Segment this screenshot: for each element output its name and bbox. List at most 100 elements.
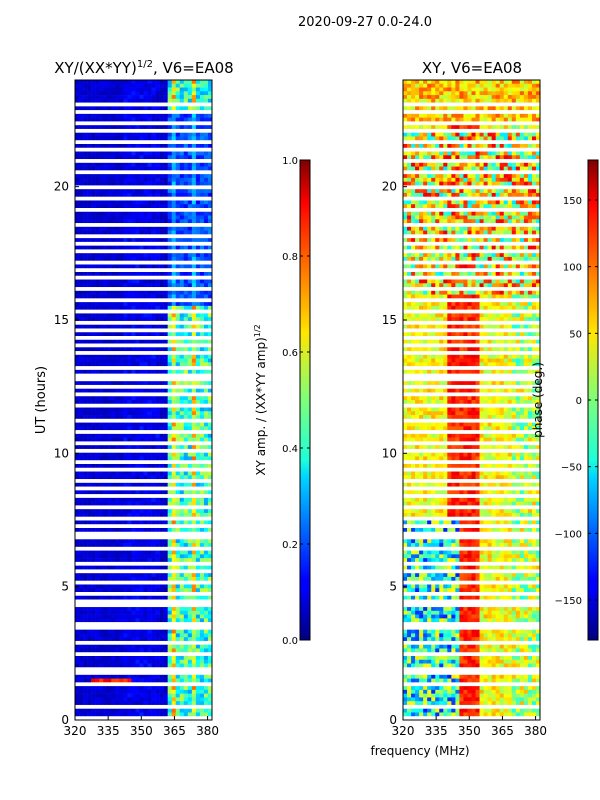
heatmap-cell xyxy=(147,505,152,510)
heatmap-cell xyxy=(99,362,104,367)
heatmap-cell xyxy=(87,230,92,235)
heatmap-cell xyxy=(123,110,128,115)
heatmap-cell xyxy=(179,339,185,344)
heatmap-cell xyxy=(167,339,173,344)
heatmap-cell xyxy=(199,388,205,393)
heatmap-cell xyxy=(147,110,152,115)
heatmap-cell xyxy=(187,102,193,107)
heatmap-cell xyxy=(207,279,213,284)
heatmap-cell xyxy=(111,185,116,190)
heatmap-cell xyxy=(167,87,173,92)
heatmap-cell xyxy=(139,433,144,438)
heatmap-cell xyxy=(139,144,144,149)
heatmap-cell xyxy=(83,287,88,292)
heatmap-cell xyxy=(127,354,132,359)
heatmap-cell xyxy=(111,384,116,389)
heatmap-cell xyxy=(203,388,209,393)
heatmap-cell xyxy=(159,113,164,118)
heatmap-cell xyxy=(107,558,112,563)
heatmap-cell xyxy=(111,159,116,164)
heatmap-cell xyxy=(199,204,205,209)
heatmap-cell xyxy=(127,147,132,152)
heatmap-cell xyxy=(83,83,88,88)
heatmap-cell xyxy=(95,287,100,292)
heatmap-cell xyxy=(99,509,104,514)
heatmap-cell xyxy=(107,83,112,88)
heatmap-cell xyxy=(87,95,92,100)
heatmap-cell xyxy=(119,565,124,570)
heatmap-cell xyxy=(207,580,213,585)
heatmap-cell xyxy=(139,95,144,100)
heatmap-cell xyxy=(203,181,209,186)
heatmap-cell xyxy=(99,576,104,581)
heatmap-cell xyxy=(171,512,177,517)
heatmap-cell xyxy=(79,584,84,589)
heatmap-cell xyxy=(147,614,152,619)
heatmap-cell xyxy=(119,287,124,292)
heatmap-cell xyxy=(87,283,92,288)
heatmap-cell xyxy=(91,622,96,627)
heatmap-cell xyxy=(83,554,88,559)
heatmap-cell xyxy=(111,238,116,243)
heatmap-cell xyxy=(135,445,140,450)
heatmap-cell xyxy=(171,381,177,386)
heatmap-cell xyxy=(127,448,132,453)
heatmap-cell xyxy=(75,528,80,533)
heatmap-cell xyxy=(135,505,140,510)
heatmap-cell xyxy=(99,445,104,450)
heatmap-cell xyxy=(111,554,116,559)
heatmap-cell xyxy=(107,147,112,152)
heatmap-cell xyxy=(75,539,80,544)
heatmap-cell xyxy=(83,264,88,269)
heatmap-cell xyxy=(183,238,189,243)
heatmap-cell xyxy=(103,366,108,371)
heatmap-cell xyxy=(191,95,197,100)
heatmap-cell xyxy=(195,260,201,265)
heatmap-cell xyxy=(163,177,168,182)
heatmap-cell xyxy=(107,471,112,476)
heatmap-cell xyxy=(131,177,136,182)
heatmap-cell xyxy=(199,595,205,600)
heatmap-cell xyxy=(175,339,181,344)
heatmap-cell xyxy=(175,358,181,363)
heatmap-cell xyxy=(179,384,185,389)
heatmap-cell xyxy=(107,595,112,600)
heatmap-cell xyxy=(187,430,193,435)
heatmap-cell xyxy=(147,136,152,141)
heatmap-cell xyxy=(83,373,88,378)
heatmap-cell xyxy=(135,373,140,378)
heatmap-cell xyxy=(167,550,173,555)
heatmap-cell xyxy=(179,283,185,288)
heatmap-cell xyxy=(131,230,136,235)
heatmap-cell xyxy=(83,512,88,517)
heatmap-cell xyxy=(91,501,96,506)
heatmap-cell xyxy=(159,260,164,265)
heatmap-cell xyxy=(195,234,201,239)
heatmap-cell xyxy=(159,550,164,555)
heatmap-cell xyxy=(91,539,96,544)
heatmap-cell xyxy=(83,603,88,608)
heatmap-cell xyxy=(131,384,136,389)
heatmap-cell xyxy=(123,595,128,600)
heatmap-cell xyxy=(179,185,185,190)
heatmap-cell xyxy=(183,407,189,412)
heatmap-cell xyxy=(91,98,96,103)
heatmap-cell xyxy=(159,610,164,615)
heatmap-cell xyxy=(171,592,177,597)
heatmap-cell xyxy=(203,384,209,389)
heatmap-cell xyxy=(111,441,116,446)
heatmap-cell xyxy=(115,268,120,273)
heatmap-cell xyxy=(131,166,136,171)
heatmap-cell xyxy=(107,509,112,514)
heatmap-cell xyxy=(79,328,84,333)
heatmap-cell xyxy=(191,509,197,514)
heatmap-cell xyxy=(111,347,116,352)
heatmap-cell xyxy=(171,388,177,393)
heatmap-cell xyxy=(83,509,88,514)
heatmap-cell xyxy=(123,418,128,423)
heatmap-cell xyxy=(175,230,181,235)
heatmap-cell xyxy=(163,347,168,352)
heatmap-cell xyxy=(139,539,144,544)
heatmap-cell xyxy=(183,614,189,619)
heatmap-cell xyxy=(207,113,213,118)
